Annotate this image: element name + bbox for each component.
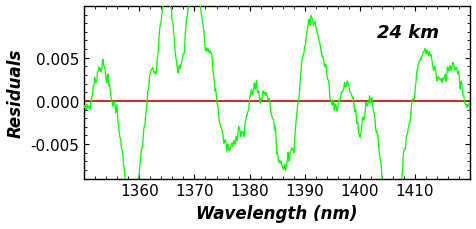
X-axis label: Wavelength (nm): Wavelength (nm) bbox=[196, 204, 357, 222]
Y-axis label: Residuals: Residuals bbox=[7, 48, 25, 137]
Text: 24 km: 24 km bbox=[377, 24, 438, 42]
